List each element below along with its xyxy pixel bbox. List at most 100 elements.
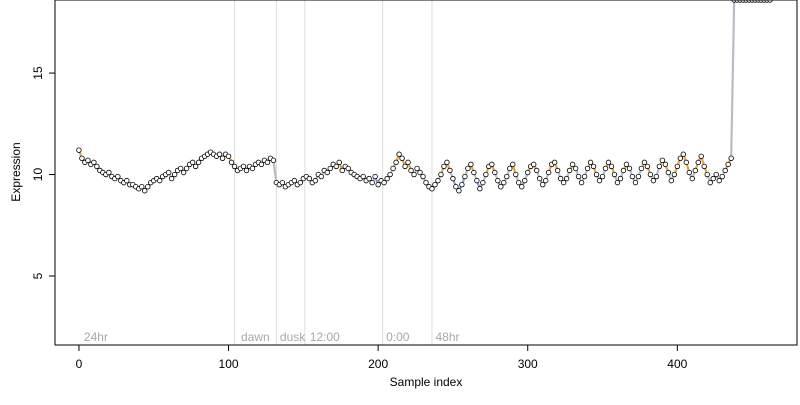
- data-point-52: [231, 163, 238, 170]
- data-point-183: [623, 161, 630, 168]
- data-point-121: [438, 171, 444, 178]
- data-point-160: [554, 167, 561, 174]
- data-point-185: [629, 173, 636, 180]
- data-point-217: [725, 161, 731, 168]
- data-point-10: [106, 169, 112, 176]
- data-point-186: [632, 179, 639, 186]
- data-point-77: [306, 175, 313, 182]
- data-point-39: [192, 163, 199, 170]
- data-point-126: [453, 184, 459, 190]
- data-point-123: [444, 159, 450, 166]
- data-point-31: [168, 175, 175, 182]
- data-point-81: [318, 173, 324, 180]
- data-point-213: [713, 171, 719, 178]
- data-point-114: [417, 169, 423, 176]
- data-point-207: [695, 159, 701, 166]
- data-point-135: [480, 179, 486, 186]
- event-label-5: 48hr: [435, 330, 459, 344]
- data-point-182: [620, 167, 627, 174]
- data-point-36: [183, 165, 190, 172]
- data-point-167: [575, 173, 582, 180]
- x-tick-label-0: 0: [76, 357, 83, 371]
- data-point-115: [420, 173, 426, 180]
- data-point-5: [91, 159, 97, 166]
- data-point-163: [563, 175, 570, 182]
- y-tick-label-2: 15: [31, 66, 45, 80]
- event-label-0: 24hr: [84, 330, 108, 344]
- data-point-145: [510, 161, 516, 168]
- data-point-38: [189, 159, 196, 166]
- data-point-154: [536, 175, 543, 182]
- data-point-157: [545, 169, 552, 176]
- data-point-194: [656, 163, 663, 170]
- data-point-188: [638, 165, 645, 172]
- data-point-56: [243, 167, 250, 174]
- data-point-21: [139, 184, 145, 190]
- data-point-50: [225, 153, 232, 159]
- event-label-1: dawn: [241, 330, 270, 344]
- data-point-199: [671, 171, 678, 178]
- event-markers: [234, 0, 433, 345]
- data-point-189: [641, 159, 648, 166]
- data-point-108: [399, 155, 405, 161]
- data-point-196: [662, 161, 669, 168]
- data-point-144: [507, 165, 513, 172]
- data-point-27: [157, 177, 163, 184]
- data-point-208: [698, 153, 704, 159]
- data-point-177: [605, 159, 612, 166]
- data-point-190: [644, 163, 651, 170]
- x-axis-label: Sample index: [390, 375, 463, 389]
- data-point-32: [171, 171, 178, 178]
- data-point-161: [557, 175, 564, 182]
- data-point-166: [572, 165, 579, 172]
- data-point-40: [195, 159, 202, 166]
- data-point-148: [519, 184, 525, 190]
- data-point-155: [539, 181, 546, 188]
- data-point-215: [719, 173, 725, 180]
- data-point-172: [590, 163, 597, 170]
- data-point-174: [596, 177, 603, 184]
- data-point-136: [483, 171, 489, 178]
- data-point-124: [447, 167, 453, 174]
- data-point-0: [76, 147, 82, 153]
- data-point-173: [593, 171, 600, 178]
- data-point-175: [599, 173, 606, 180]
- data-point-193: [653, 173, 660, 180]
- data-point-23: [145, 184, 151, 190]
- trend-segment-65: [272, 159, 278, 184]
- data-point-90: [345, 165, 351, 172]
- data-point-147: [516, 179, 522, 186]
- data-point-180: [614, 179, 621, 186]
- data-point-170: [584, 165, 591, 172]
- data-point-1: [79, 155, 85, 161]
- data-point-74: [297, 179, 304, 186]
- data-point-159: [551, 159, 558, 166]
- data-point-178: [608, 163, 615, 170]
- data-point-129: [462, 173, 468, 180]
- data-point-51: [228, 159, 235, 166]
- x-axis: 0 100 200 300 400: [76, 345, 688, 371]
- data-point-206: [692, 167, 698, 174]
- event-label-3: 12:00: [310, 330, 340, 344]
- data-point-153: [534, 167, 540, 174]
- data-point-184: [626, 165, 633, 172]
- data-point-47: [216, 151, 223, 157]
- data-point-162: [560, 179, 567, 186]
- data-point-100: [375, 181, 381, 188]
- data-point-83: [324, 169, 330, 176]
- data-point-138: [489, 161, 495, 168]
- data-point-86: [333, 163, 339, 170]
- x-tick-label-3: 300: [518, 357, 538, 371]
- data-point-132: [471, 169, 477, 176]
- data-point-209: [701, 163, 707, 170]
- data-point-120: [435, 177, 441, 184]
- data-point-102: [381, 179, 387, 186]
- y-tick-label-1: 10: [31, 168, 45, 182]
- data-point-3: [85, 157, 91, 164]
- trend-segment-218: [730, 0, 736, 160]
- data-points: [76, 0, 773, 194]
- data-point-63: [264, 159, 271, 166]
- data-point-156: [542, 177, 549, 184]
- data-point-111: [408, 167, 414, 174]
